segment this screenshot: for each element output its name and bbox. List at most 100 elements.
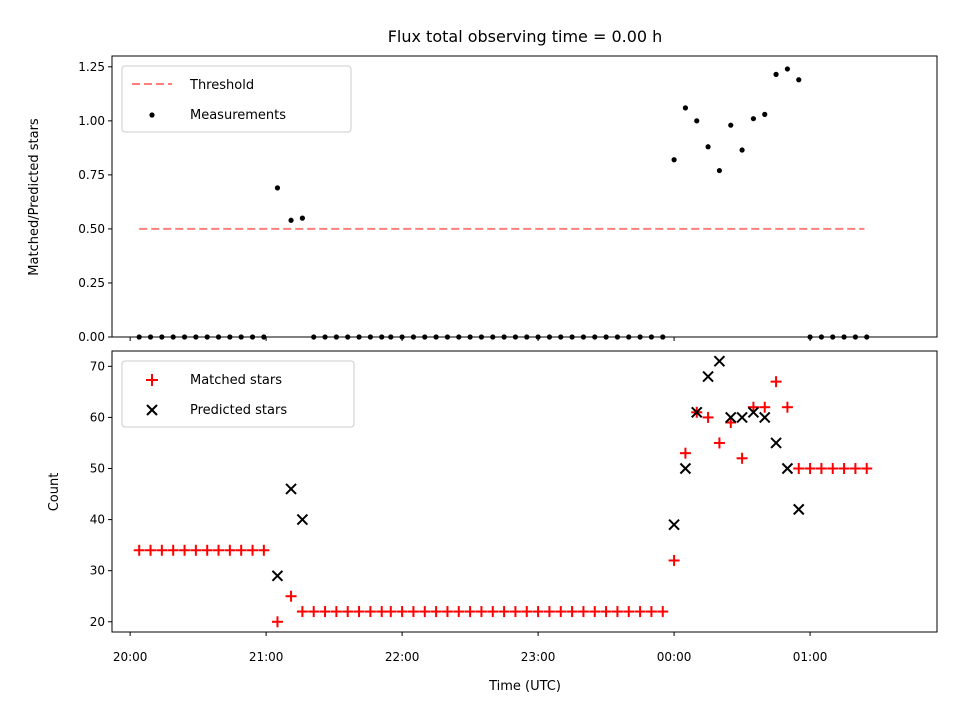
predicted-star-point [781,462,794,475]
matched-star-point [453,606,465,618]
measurement-point [784,66,791,72]
bottom-y-tick-label: 50 [90,462,105,476]
top-y-tick-label: 1.25 [78,60,105,74]
top-legend: Threshold Measurements [121,65,352,133]
x-tick-label: 20:00 [113,650,148,664]
matched-star-point [577,606,589,618]
measurement-point [671,157,677,163]
matched-star-point [285,590,297,602]
bottom-y-tick-label: 30 [90,564,105,578]
x-tick-label: 22:00 [385,650,420,664]
matched-star-point [385,606,397,618]
matched-star-point [430,606,442,618]
matched-star-point [271,616,283,628]
predicted-star-point [713,355,726,367]
measurement-point [750,116,757,122]
legend-measurements-swatch [149,112,155,118]
matched-star-point [838,463,850,475]
measurement-point [739,147,745,153]
predicted-star-point [736,411,748,424]
measurement-point [694,118,700,124]
matched-star-point [258,544,270,556]
matched-star-point [861,463,873,475]
matched-star-point [441,606,453,618]
top-y-axis-label: Matched/Predicted stars [27,118,42,276]
x-axis-label: Time (UTC) [488,679,561,694]
matched-star-point [319,606,331,618]
matched-star-point [353,606,365,618]
predicted-star-point [759,411,771,424]
matched-star-point [521,606,533,618]
measurement-point [705,144,711,150]
matched-star-point [235,544,247,556]
bottom-y-axis-label: Count [47,473,62,512]
matched-star-point [224,544,236,556]
matched-star-point [645,606,657,618]
matched-star-point [396,606,408,618]
matched-star-point [555,606,567,618]
matched-star-point [498,606,510,618]
bottom-y-tick-label: 70 [90,359,105,373]
matched-star-point [623,606,635,618]
bottom-y-tick-label: 60 [90,410,105,424]
measurement-point [288,217,294,223]
x-tick-label: 21:00 [249,650,284,664]
matched-star-point [725,417,737,429]
matched-star-point [247,544,259,556]
matched-star-point [679,447,691,459]
matched-star-point [793,463,805,475]
matched-star-point [419,606,431,618]
x-tick-label: 01:00 [793,650,828,664]
predicted-star-point [668,519,680,531]
bottom-legend: Matched stars Predicted stars [121,360,355,428]
x-tick-label: 23:00 [521,650,556,664]
matched-star-point [190,544,202,556]
matched-star-point [179,544,191,556]
top-y-tick-label: 1.00 [78,114,105,128]
matched-star-point [364,606,376,618]
bottom-y-tick-label: 20 [90,615,105,629]
predicted-star-point [285,483,297,495]
matched-star-point [657,606,669,618]
top-legend-box [121,65,352,133]
chart-title: Flux total observing time = 0.00 h [388,27,663,46]
matched-star-point [713,437,725,449]
matched-star-point [781,401,793,413]
matched-star-point [827,463,839,475]
measurement-point [274,185,281,191]
matched-star-point [487,606,499,618]
matched-star-point [509,606,521,618]
matched-star-point [759,401,771,413]
matched-star-point [156,544,168,556]
bottom-legend-box [121,360,355,428]
measurement-point [299,215,305,221]
legend-measurements-label: Measurements [190,108,286,123]
measurement-point [762,111,768,117]
matched-star-point [566,606,578,618]
matched-star-point [589,606,601,618]
top-y-tick-label: 0.50 [78,222,105,236]
matched-star-point [145,544,157,556]
matched-star-point [464,606,476,618]
top-plot-area: 0.00 0.25 0.50 0.75 1.00 1.25 [78,55,938,344]
measurement-point [682,105,689,111]
x-tick-label: 00:00 [657,650,692,664]
matched-star-point [770,376,782,388]
measurement-point [773,71,779,77]
matched-star-point [167,544,179,556]
matched-star-point [308,606,320,618]
matched-star-point [532,606,544,618]
legend-predicted-label: Predicted stars [190,403,287,418]
legend-predicted-swatch [146,404,158,416]
matched-star-point [815,463,827,475]
top-y-tick-label: 0.00 [78,330,105,344]
predicted-star-point [679,462,692,475]
legend-matched-swatch [146,374,158,386]
matched-star-point [634,606,646,618]
measurement-point [728,122,734,128]
top-plot-frame [111,55,938,338]
matched-star-point [747,401,759,413]
predicted-star-point [702,370,714,383]
matched-star-point [296,606,308,618]
